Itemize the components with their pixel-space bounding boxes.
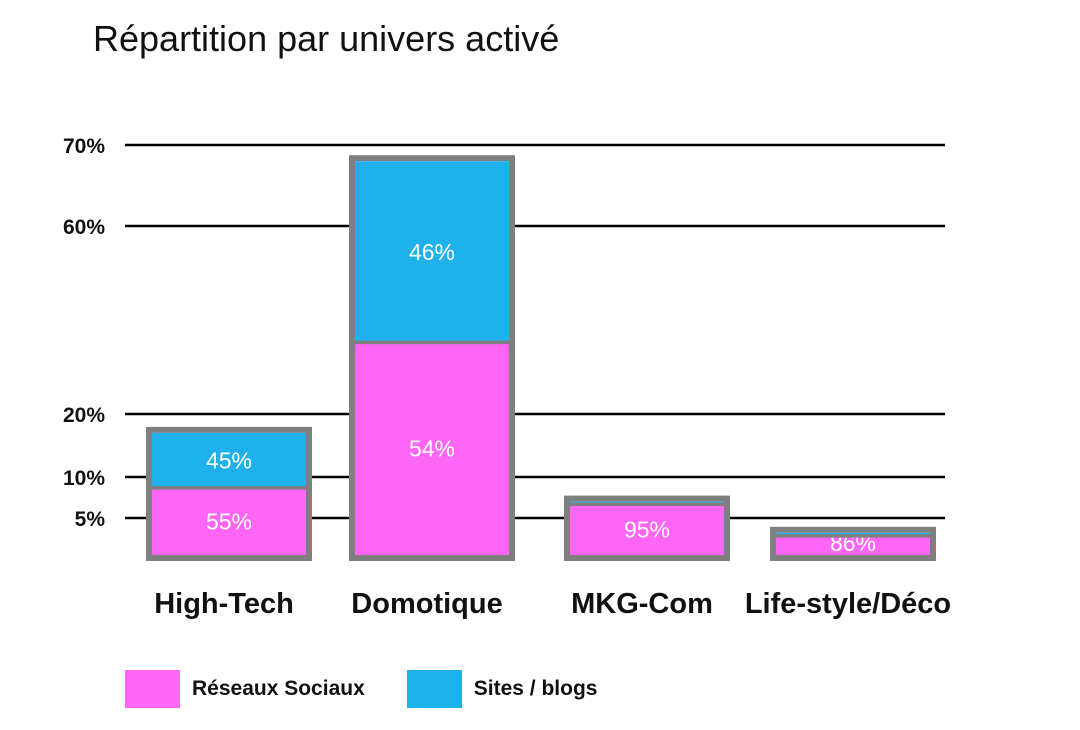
bar-high-tech: 55% 45% — [146, 426, 312, 561]
bar-value-label: 55% — [206, 508, 252, 534]
legend-label-sites-blogs: Sites / blogs — [473, 677, 598, 700]
bar-segment-reseaux-sociaux — [355, 342, 509, 555]
bar-segment-sites-blogs — [152, 432, 306, 488]
legend-swatch-sites-blogs — [406, 670, 462, 708]
bars: 55% 45% 54% 46% 95% 86% — [146, 155, 936, 562]
y-tick-label: 60% — [63, 216, 105, 239]
x-category-label: MKG-Com — [571, 588, 713, 620]
bar-segment-reseaux-sociaux — [152, 487, 306, 555]
bar-value-label: 46% — [409, 239, 455, 265]
bar-domotique: 54% 46% — [349, 155, 515, 561]
legend-item-sites-blogs: Sites / blogs — [406, 670, 598, 708]
x-category-label: Life-style/Déco — [745, 588, 951, 620]
bar-frame — [146, 426, 312, 561]
y-tick-label: 70% — [63, 135, 105, 158]
chart-title: Répartition par univers activé — [93, 18, 560, 59]
bar-life-style-deco: 86% — [770, 526, 936, 561]
bar-value-label: 54% — [409, 436, 455, 462]
x-category-label: High-Tech — [154, 588, 294, 620]
bar-mkg-com: 95% — [564, 495, 730, 562]
y-axis-tick-labels: 5% 10% 20% 60% 70% — [63, 135, 105, 531]
x-category-label: Domotique — [351, 588, 502, 620]
category-labels: High-Tech Domotique MKG-Com Life-style/Déco — [154, 588, 951, 620]
bar-value-label: 45% — [206, 447, 252, 473]
bar-frame — [564, 495, 730, 562]
bar-value-label: 95% — [624, 517, 670, 543]
bar-segment-reseaux-sociaux — [570, 504, 724, 555]
legend-swatch-reseaux-sociaux — [125, 670, 180, 708]
bar-frame — [349, 155, 515, 561]
y-tick-label: 10% — [63, 467, 105, 490]
legend: Réseaux Sociaux Sites / blogs — [125, 670, 639, 708]
bar-frame — [770, 526, 936, 561]
bar-segment-reseaux-sociaux — [776, 535, 930, 555]
y-tick-label: 5% — [75, 508, 106, 531]
legend-label-reseaux-sociaux: Réseaux Sociaux — [192, 677, 365, 700]
y-tick-label: 20% — [63, 404, 105, 427]
bar-segment-sites-blogs — [355, 161, 509, 343]
legend-item-reseaux-sociaux: Réseaux Sociaux — [125, 670, 365, 708]
